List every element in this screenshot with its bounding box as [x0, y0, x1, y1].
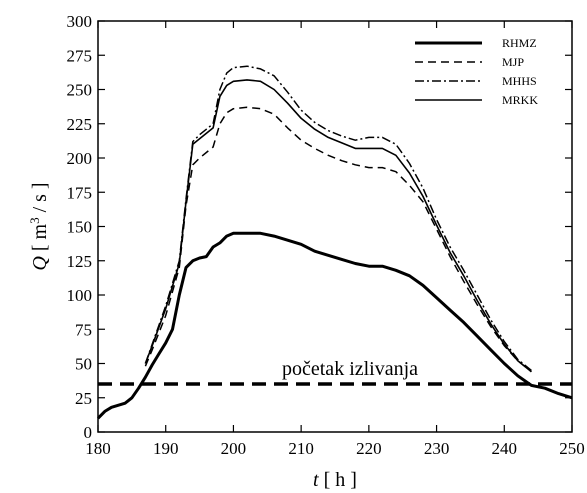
x-tick-label: 180: [85, 439, 111, 458]
series-line-mjp: [144, 106, 532, 373]
overflow-threshold-label: početak izlivanja: [282, 358, 418, 380]
y-tick-label: 225: [67, 115, 93, 134]
x-tick-label: 220: [356, 439, 382, 458]
series-line-rhmz: [96, 231, 573, 420]
legend-label-mhhs: MHHS: [502, 74, 537, 88]
y-axis-unit-pre: [ m: [29, 223, 51, 251]
y-axis-label: Q [ m3 / s ]: [27, 182, 51, 270]
legend-label-rhmz: RHMZ: [502, 36, 537, 50]
y-tick-label: 0: [84, 423, 93, 442]
x-tick-label: 250: [559, 439, 585, 458]
y-axis-unit-sup: 3: [27, 217, 42, 224]
y-tick-label: 175: [67, 183, 93, 202]
x-tick-label: 200: [221, 439, 247, 458]
axis-ticks: 180 190 200 210 220 230 240 250 0 25 50 75 100 125 150…: [67, 12, 585, 458]
series-line-mhhs: [144, 65, 532, 371]
x-tick-label: 240: [492, 439, 518, 458]
x-axis-var: t: [313, 469, 319, 491]
y-tick-label: 50: [75, 355, 92, 374]
legend: RHMZ MJP MHHS MRKK: [415, 36, 538, 107]
x-tick-label: 210: [288, 439, 314, 458]
y-tick-label: 275: [67, 46, 93, 65]
x-tick-label: 230: [424, 439, 450, 458]
x-tick-label: 190: [153, 439, 179, 458]
series-line-mrkk: [144, 79, 532, 373]
legend-label-mjp: MJP: [502, 55, 524, 69]
legend-label-mrkk: MRKK: [502, 93, 538, 107]
y-tick-label: 25: [75, 389, 92, 408]
y-axis-var: Q: [29, 256, 51, 271]
y-tick-label: 300: [67, 12, 93, 31]
y-tick-label: 200: [67, 149, 93, 168]
x-axis-unit-text: [ h ]: [324, 469, 357, 491]
y-tick-label: 75: [75, 320, 92, 339]
plot-area: [96, 65, 573, 420]
y-axis-unit-post: / s ]: [29, 182, 51, 217]
y-tick-label: 100: [67, 286, 93, 305]
y-tick-label: 250: [67, 81, 93, 100]
x-axis-label: t [ h ]: [313, 469, 357, 491]
y-tick-label: 125: [67, 252, 93, 271]
y-tick-label: 150: [67, 218, 93, 237]
